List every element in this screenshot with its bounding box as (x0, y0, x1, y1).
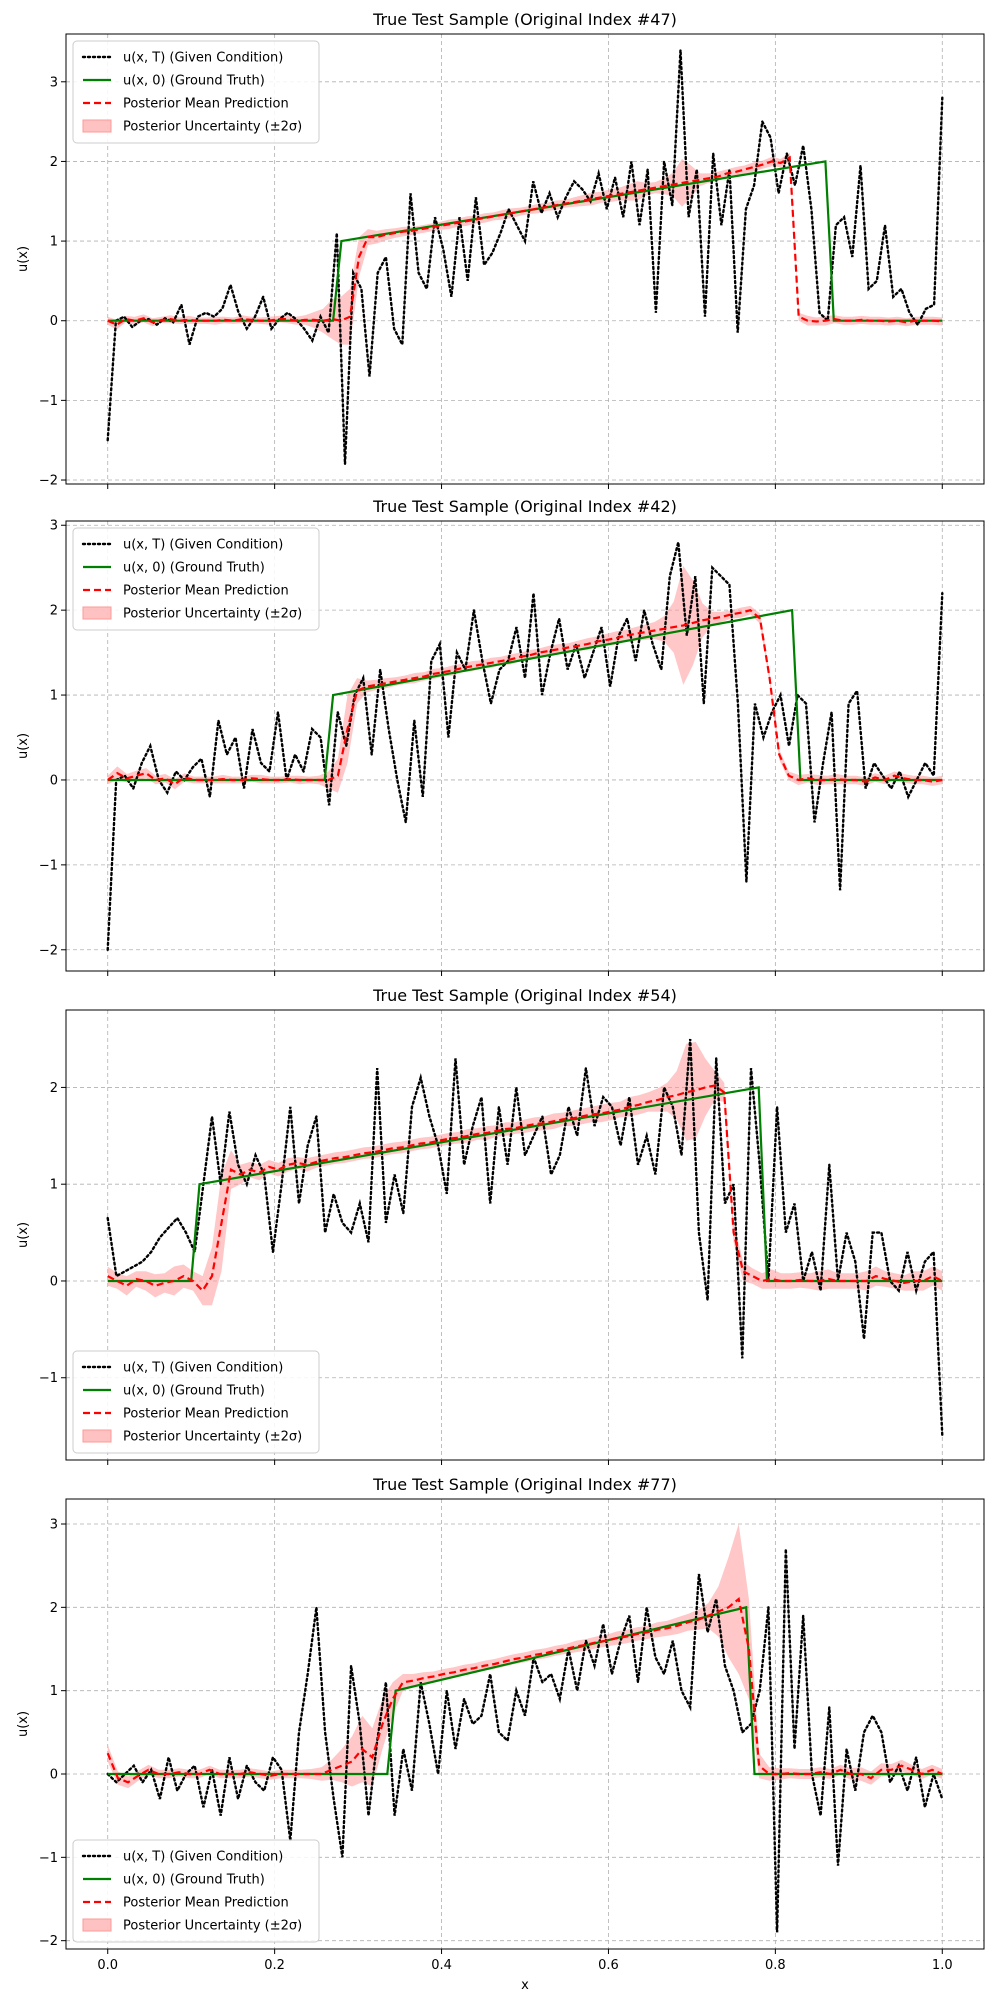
y-tick-label: −2 (39, 943, 58, 958)
chart-panel-1: True Test Sample (Original Index #47) −2 −… (16, 10, 985, 489)
legend-swatch-band (82, 1429, 112, 1443)
chart-panel-4: True Test Sample (Original Index #77) 0.0… (16, 1475, 985, 1993)
uncertainty-band (107, 1524, 943, 1789)
y-tick-label: 3 (50, 519, 58, 534)
x-tick-label: 0.4 (431, 1958, 452, 1973)
chart-title: True Test Sample (Original Index #77) (372, 1475, 677, 1494)
uncertainty-band (107, 1041, 943, 1306)
y-tick-label: 0 (50, 773, 58, 788)
y-tick-label: 0 (50, 1274, 58, 1289)
y-tick-label: −2 (39, 1934, 58, 1949)
legend-label-truth: u(x, 0) (Ground Truth) (123, 1384, 265, 1399)
legend-swatch-band (82, 119, 112, 133)
plot-frame (65, 520, 985, 972)
y-axis-label: u(x) (16, 733, 31, 759)
legend: u(x, T) (Given Condition) u(x, 0) (Ground… (72, 40, 320, 144)
condition-line (106, 1548, 944, 1933)
x-tick-label: 1.0 (932, 1958, 953, 1973)
x-tick-label: 0.6 (598, 1958, 619, 1973)
legend-label-truth: u(x, 0) (Ground Truth) (123, 1873, 265, 1888)
y-tick-label: 2 (50, 604, 58, 619)
y-tick-label: 2 (50, 1081, 58, 1096)
posterior-mean-line (106, 1597, 943, 1784)
condition-line (106, 49, 944, 465)
y-tick-label: 3 (50, 1518, 58, 1533)
posterior-mean-line (107, 1084, 943, 1293)
legend: u(x, T) (Given Condition) u(x, 0) (Ground… (72, 1350, 320, 1454)
y-tick-label: 1 (50, 1684, 58, 1699)
plot-area (106, 49, 944, 465)
condition-line (106, 541, 944, 951)
x-tick-label: 0.8 (765, 1958, 786, 1973)
legend-box (72, 1839, 320, 1943)
legend-swatch-band (82, 606, 112, 620)
x-axis-label: x (521, 1978, 529, 1993)
chart-panel-3: True Test Sample (Original Index #54) −1 0… (16, 986, 985, 1465)
plot-frame (65, 1498, 985, 1950)
legend-swatch-band (82, 1918, 112, 1932)
x-tick-label: 0.2 (264, 1958, 285, 1973)
legend-label-mean: Posterior Mean Prediction (123, 1407, 289, 1422)
legend-label-mean: Posterior Mean Prediction (123, 97, 289, 112)
y-tick-label: −1 (39, 858, 58, 873)
chart-panel-2: True Test Sample (Original Index #42) −2 −… (16, 497, 985, 976)
chart-title: True Test Sample (Original Index #54) (372, 986, 677, 1005)
chart-title: True Test Sample (Original Index #47) (372, 10, 677, 29)
chart-title: True Test Sample (Original Index #42) (372, 497, 677, 516)
legend-label-condition: u(x, T) (Given Condition) (123, 1850, 283, 1865)
y-axis-label: u(x) (16, 246, 31, 272)
legend-label-condition: u(x, T) (Given Condition) (123, 51, 283, 66)
y-tick-label: −2 (39, 474, 58, 489)
legend-box (72, 40, 320, 144)
y-tick-label: −1 (39, 1371, 58, 1386)
legend-label-condition: u(x, T) (Given Condition) (123, 1361, 283, 1376)
legend-box (72, 1350, 320, 1454)
legend-box (72, 527, 320, 631)
legend-label-band: Posterior Uncertainty (±2σ) (123, 607, 302, 622)
legend: u(x, T) (Given Condition) u(x, 0) (Ground… (72, 527, 320, 631)
legend-label-condition: u(x, T) (Given Condition) (123, 538, 283, 553)
x-tick-label: 0.0 (97, 1958, 118, 1973)
uncertainty-band (107, 152, 943, 345)
y-tick-label: −1 (39, 394, 58, 409)
legend-label-truth: u(x, 0) (Ground Truth) (123, 74, 265, 89)
plot-frame (65, 33, 985, 485)
plot-area (106, 1524, 944, 1933)
legend-label-mean: Posterior Mean Prediction (123, 584, 289, 599)
plot-area (106, 1038, 944, 1437)
legend-label-truth: u(x, 0) (Ground Truth) (123, 561, 265, 576)
y-axis-label: u(x) (16, 1222, 31, 1248)
legend: u(x, T) (Given Condition) u(x, 0) (Ground… (72, 1839, 320, 1943)
posterior-mean-line (107, 155, 943, 326)
y-tick-label: 3 (50, 75, 58, 90)
legend-label-band: Posterior Uncertainty (±2σ) (123, 1430, 302, 1445)
legend-label-mean: Posterior Mean Prediction (123, 1896, 289, 1911)
plot-area (106, 541, 944, 951)
y-axis-label: u(x) (16, 1711, 31, 1737)
y-tick-label: 2 (50, 155, 58, 170)
y-tick-label: 1 (50, 1178, 58, 1193)
legend-label-band: Posterior Uncertainty (±2σ) (123, 1919, 302, 1934)
y-tick-label: 0 (50, 314, 58, 329)
posterior-mean-line (107, 608, 943, 786)
legend-label-band: Posterior Uncertainty (±2σ) (123, 120, 302, 135)
y-tick-label: 2 (50, 1601, 58, 1616)
y-tick-label: 1 (50, 689, 58, 704)
y-tick-label: 1 (50, 235, 58, 250)
plot-frame (65, 1009, 985, 1461)
y-tick-label: −1 (39, 1851, 58, 1866)
y-tick-label: 0 (50, 1768, 58, 1783)
